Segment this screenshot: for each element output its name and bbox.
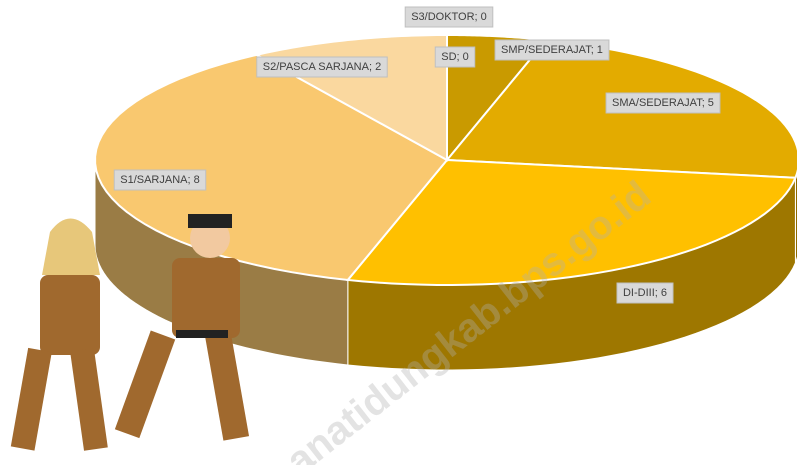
slice: [94, 53, 449, 281]
data-label: S2/PASCA SARJANA; 2: [263, 61, 381, 73]
data-label: DI-DIII; 6: [623, 287, 667, 299]
slice: [345, 158, 797, 286]
illustration: [10, 214, 250, 451]
label-box: [605, 92, 721, 114]
label-box: [113, 169, 207, 191]
label-box: [434, 46, 476, 68]
label-box: [256, 56, 388, 78]
data-label: SMP/SEDERAJAT; 1: [501, 44, 603, 56]
data-label: SD; 0: [441, 51, 469, 63]
label-box: [494, 39, 610, 61]
data-label: S3/DOKTOR; 0: [411, 11, 487, 23]
data-label: SMA/SEDERAJAT; 5: [612, 97, 714, 109]
data-label: S1/SARJANA; 8: [120, 174, 199, 186]
pie: [94, 33, 797, 371]
label-box: [404, 6, 494, 28]
label-box: [616, 282, 674, 304]
